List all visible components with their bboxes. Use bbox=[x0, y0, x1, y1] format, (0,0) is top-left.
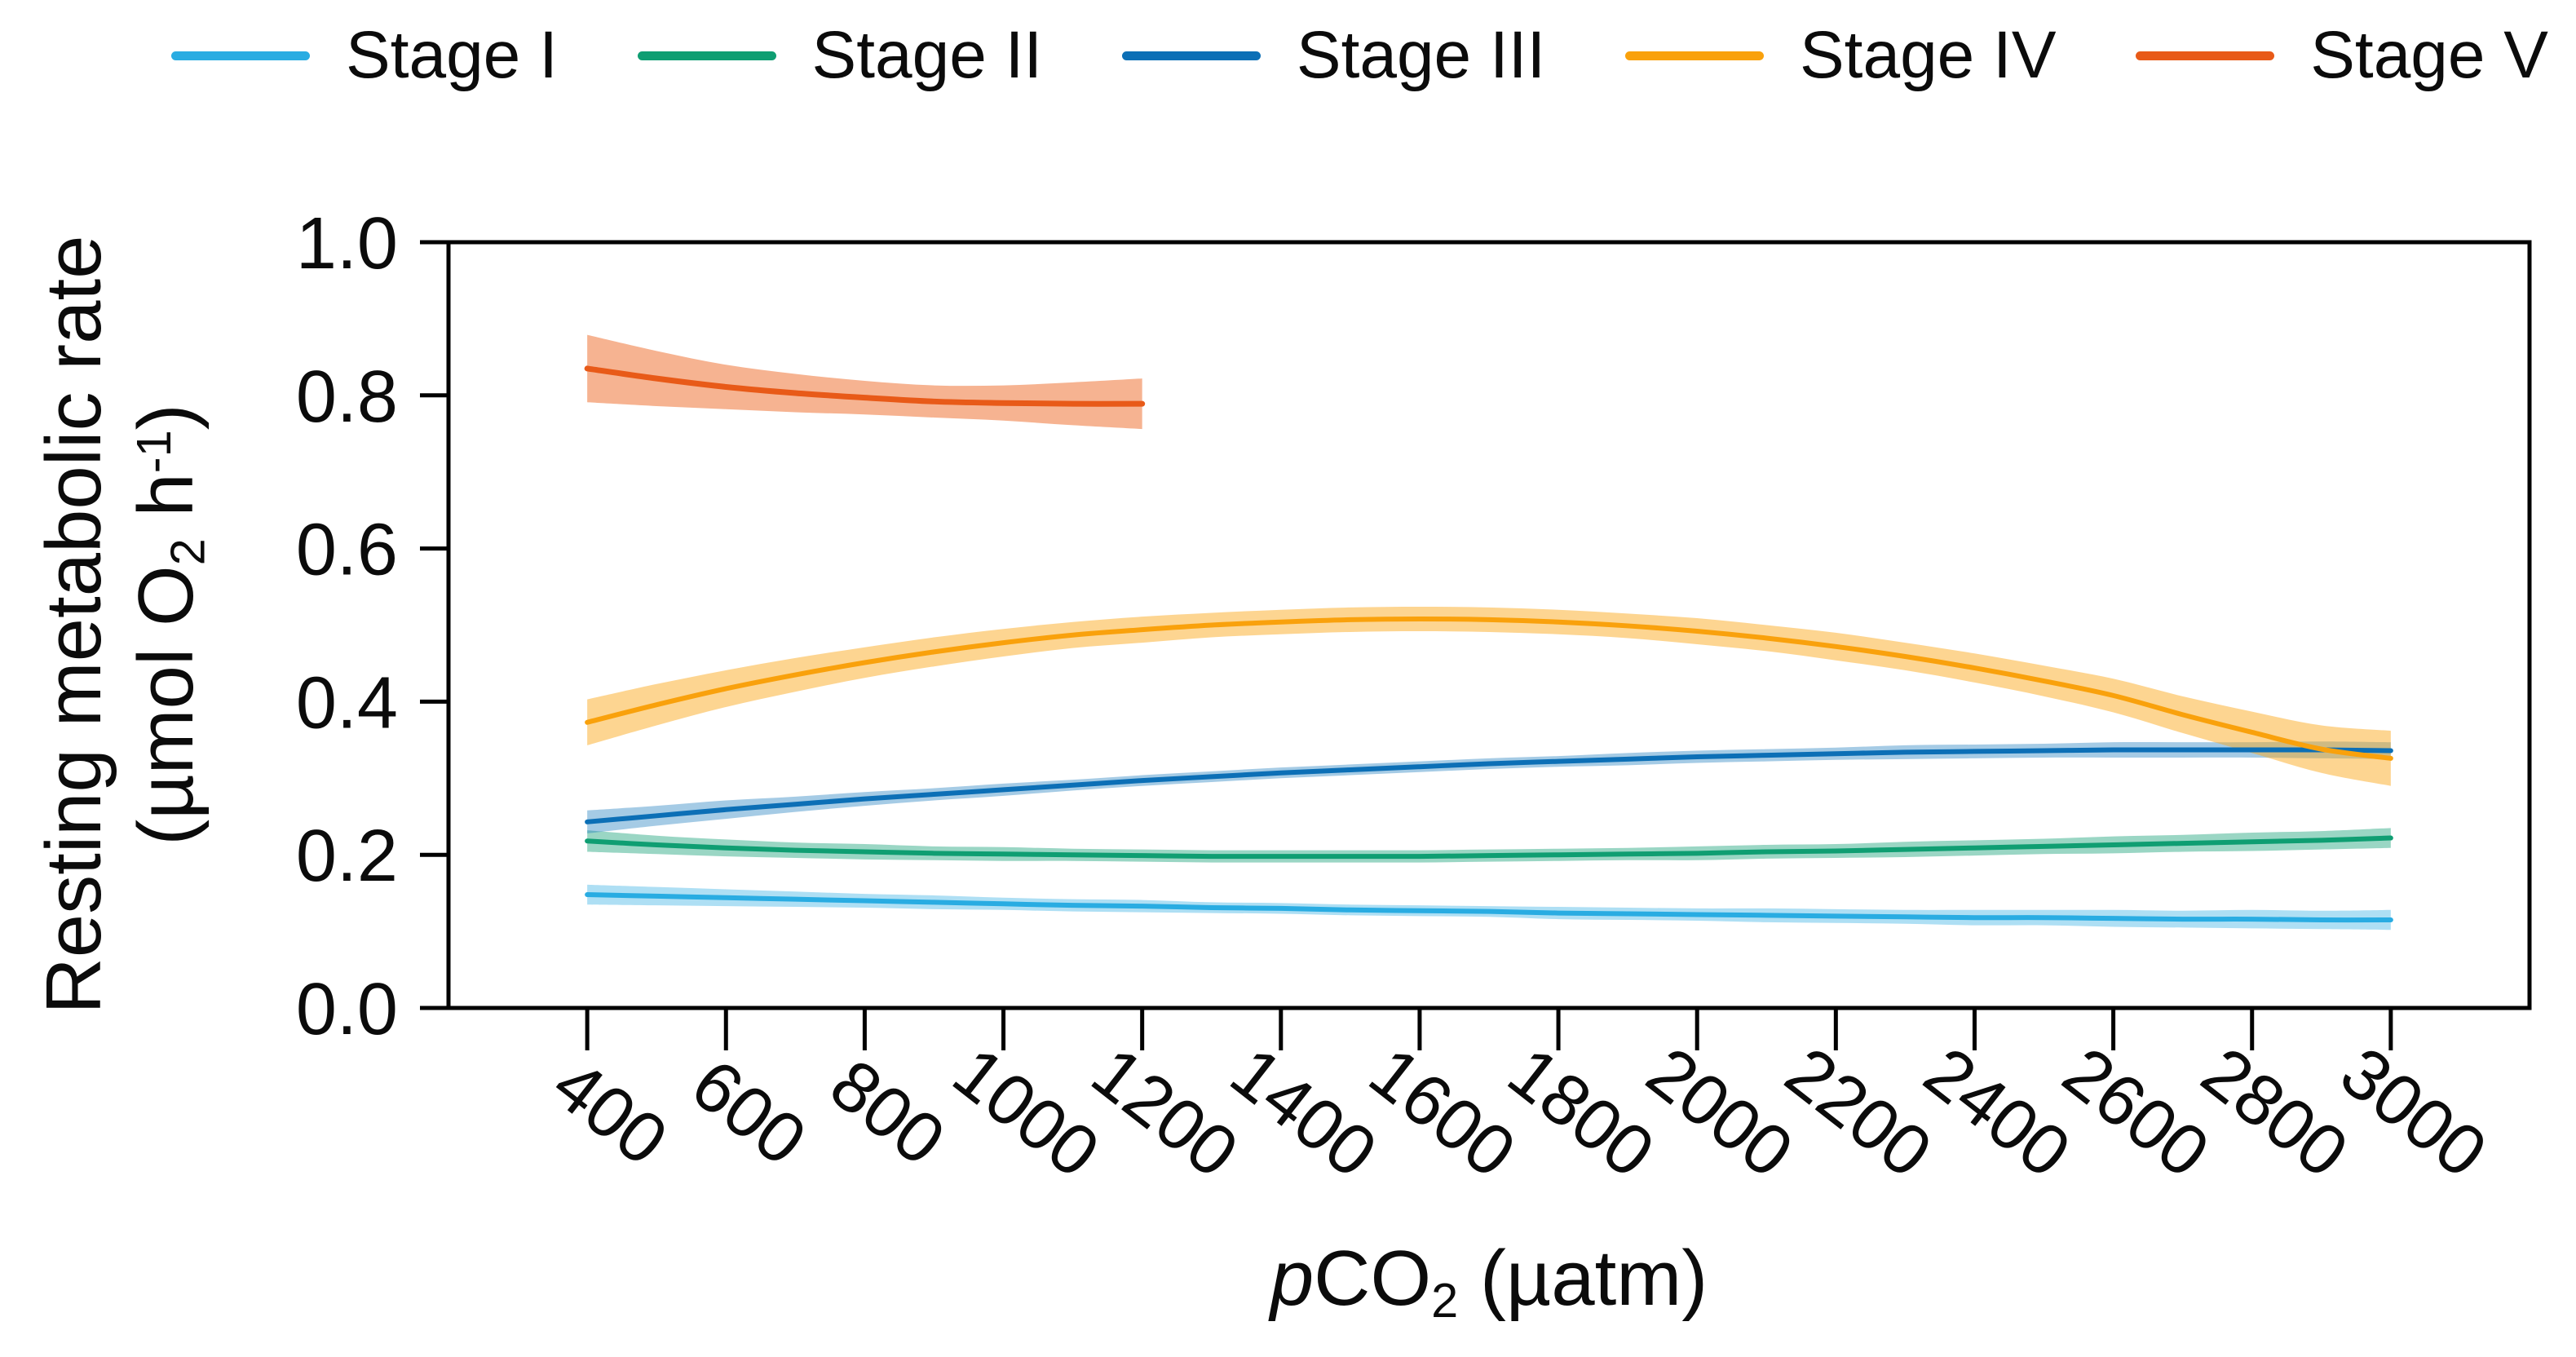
legend-item-stage-iv: Stage IV bbox=[1624, 18, 2057, 92]
y-axis: 0.0 0.2 0.4 0.6 0.8 1.0 bbox=[296, 203, 448, 1050]
x-tick-label: 2800 bbox=[2187, 1031, 2362, 1193]
x-tick-label: 3000 bbox=[2326, 1031, 2502, 1193]
line-stage-i bbox=[585, 892, 2393, 923]
legend-line-swatch bbox=[1624, 51, 1764, 60]
x-tick-label: 1600 bbox=[1355, 1031, 1531, 1193]
legend-item-stage-i: Stage I bbox=[171, 22, 558, 89]
y-tick-label: 0.0 bbox=[296, 969, 398, 1050]
x-axis-title: pCO2 (µatm) bbox=[1270, 1235, 1708, 1328]
legend-label: Stage III bbox=[1296, 18, 1546, 92]
x-tick-label: 400 bbox=[538, 1043, 683, 1180]
x-tick-label: 1800 bbox=[1494, 1031, 1669, 1193]
line-stage-iv bbox=[585, 616, 2393, 761]
legend-label: Stage I bbox=[346, 18, 558, 92]
y-tick-label: 0.6 bbox=[296, 510, 398, 591]
y-axis-title-line1: Resting metabolic rate bbox=[29, 235, 117, 1014]
legend-item-stage-v: Stage V bbox=[2136, 22, 2548, 89]
x-tick-label: 1000 bbox=[939, 1031, 1114, 1193]
x-tick-label: 1400 bbox=[1216, 1031, 1391, 1193]
legend-label: Stage IV bbox=[1799, 18, 2057, 92]
legend-label: Stage II bbox=[811, 18, 1043, 92]
line-stage-ii bbox=[585, 835, 2393, 860]
plot-box-spines bbox=[446, 240, 2532, 1010]
legend-line-swatch bbox=[1121, 51, 1261, 60]
x-tick-label: 2400 bbox=[1910, 1031, 2085, 1193]
legend-item-stage-iii: Stage III bbox=[1121, 18, 1546, 92]
y-tick-label: 0.4 bbox=[296, 662, 398, 744]
legend-line-swatch bbox=[2136, 51, 2275, 60]
line-stage-iii bbox=[585, 747, 2393, 824]
y-tick-label: 0.2 bbox=[296, 816, 398, 897]
y-axis-title-line2: (µmol O2 h-1) bbox=[122, 404, 215, 846]
legend-line-swatch bbox=[637, 51, 776, 60]
y-tick-label: 1.0 bbox=[296, 203, 398, 285]
x-tick-label: 800 bbox=[815, 1043, 960, 1180]
x-tick-label: 600 bbox=[677, 1043, 821, 1180]
x-tick-label: 2000 bbox=[1633, 1031, 1808, 1193]
confidence-bands bbox=[587, 334, 2391, 930]
legend-label: Stage V bbox=[2310, 18, 2548, 92]
band-stage-iii bbox=[587, 741, 2391, 833]
band-stage-i bbox=[587, 884, 2391, 930]
band-stage-iv bbox=[587, 606, 2391, 786]
line-stage-v bbox=[584, 365, 1146, 407]
y-axis-title: Resting metabolic rate (µmol O2 h-1) bbox=[28, 235, 217, 1014]
x-tick-label: 2200 bbox=[1771, 1031, 1946, 1193]
y-tick-label: 0.8 bbox=[296, 356, 398, 438]
series-lines bbox=[584, 365, 2393, 923]
x-tick-label: 2600 bbox=[2048, 1031, 2224, 1193]
legend-line-swatch bbox=[171, 51, 310, 60]
legend-item-stage-ii: Stage II bbox=[637, 18, 1043, 92]
legend: Stage I Stage II Stage III Stage IV Stage V bbox=[171, 10, 2548, 101]
x-axis: 4006008001000120014001600180020002200240… bbox=[538, 1008, 2502, 1193]
x-tick-label: 1200 bbox=[1077, 1031, 1253, 1193]
